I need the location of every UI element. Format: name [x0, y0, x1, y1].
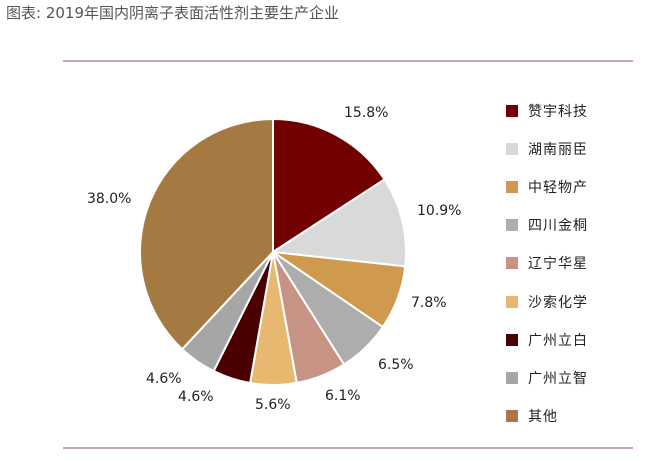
slice-percent-label: 6.1% — [325, 388, 361, 404]
slice-percent-label: 4.6% — [146, 371, 182, 387]
legend-label: 广州立白 — [528, 332, 588, 349]
chart-legend: 赞宇科技湖南丽臣中轻物产四川金桐辽宁华星沙索化学广州立白广州立智其他 — [506, 92, 588, 435]
legend-swatch — [506, 371, 518, 384]
pie-slice — [270, 178, 407, 268]
legend-label: 其他 — [528, 408, 558, 425]
top-divider — [63, 60, 633, 62]
pie-slice — [272, 117, 386, 254]
legend-item: 四川金桐 — [506, 206, 588, 244]
slice-percent-label: 4.6% — [178, 389, 214, 405]
legend-label: 沙索化学 — [528, 294, 588, 311]
legend-item: 其他 — [506, 397, 588, 435]
legend-item: 沙索化学 — [506, 282, 588, 320]
slice-percent-label: 15.8% — [344, 105, 388, 121]
slice-percent-label: 10.9% — [417, 203, 461, 219]
legend-swatch — [506, 333, 518, 346]
legend-label: 湖南丽臣 — [528, 142, 588, 159]
legend-label: 辽宁华星 — [528, 256, 588, 273]
legend-swatch — [506, 143, 518, 156]
legend-swatch — [506, 295, 518, 308]
slice-percent-label: 5.6% — [255, 397, 291, 413]
legend-label: 四川金桐 — [528, 218, 588, 235]
legend-swatch — [506, 181, 518, 194]
legend-item: 赞宇科技 — [506, 92, 588, 130]
legend-item: 广州立智 — [506, 359, 588, 397]
legend-swatch — [506, 409, 518, 422]
slice-percent-label: 6.5% — [378, 357, 414, 373]
legend-label: 赞宇科技 — [528, 104, 588, 121]
pie-slice — [139, 117, 274, 351]
bottom-divider — [63, 447, 633, 449]
legend-item: 中轻物产 — [506, 168, 588, 206]
legend-swatch — [506, 105, 518, 118]
slice-percent-label: 7.8% — [411, 295, 447, 311]
legend-label: 中轻物产 — [528, 180, 588, 197]
legend-label: 广州立智 — [528, 370, 588, 387]
chart-caption: 图表: 2019年国内阴离子表面活性剂主要生产企业 — [6, 4, 339, 22]
legend-item: 辽宁华星 — [506, 244, 588, 282]
pie-slices — [139, 117, 407, 386]
legend-swatch — [506, 219, 518, 232]
slice-percent-label: 38.0% — [87, 191, 131, 207]
pie-labels: 15.8% 10.9% 7.8% 6.5% 6.1% 5.6% 4.6% 4.6% 38.0% — [87, 105, 461, 413]
legend-item: 广州立白 — [506, 321, 588, 359]
legend-item: 湖南丽臣 — [506, 130, 588, 168]
legend-swatch — [506, 257, 518, 270]
